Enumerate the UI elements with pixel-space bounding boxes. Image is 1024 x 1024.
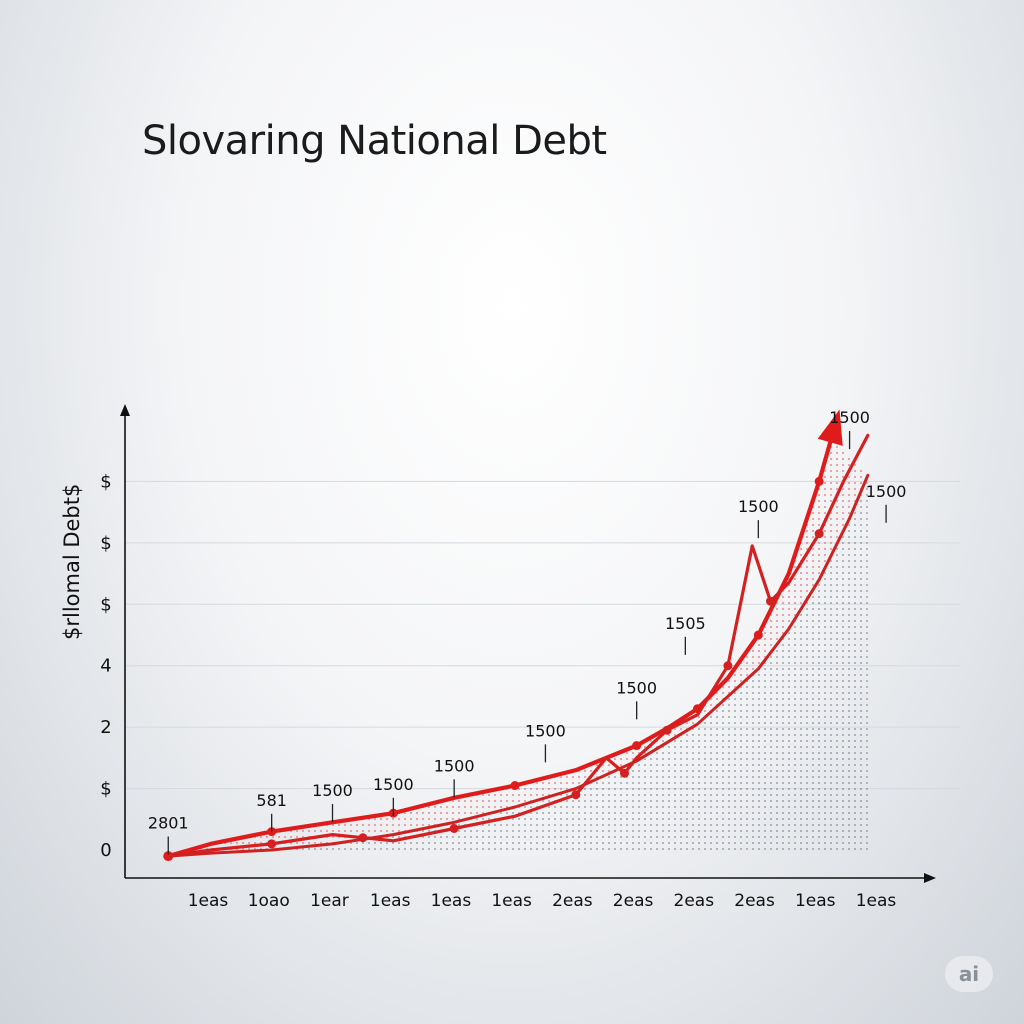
chart-title: Slovaring National Debt [142, 118, 607, 164]
ai-badge: ai [945, 956, 993, 992]
y-tick-label: $ [100, 594, 111, 615]
y-tick-label: $ [100, 533, 111, 554]
data-label: 1500 [616, 678, 657, 697]
x-tick-label: 2eas [734, 891, 775, 911]
x-tick-label: 1eas [491, 891, 532, 911]
data-point [571, 790, 581, 800]
x-tick-label: 1eas [795, 891, 836, 911]
x-tick-label: 1eas [188, 891, 229, 911]
area-dots-grey [168, 475, 868, 857]
series-line [166, 473, 870, 858]
data-label: 1500 [738, 497, 779, 516]
x-tick-label: 1eas [856, 891, 897, 911]
x-tick-label: 1eas [431, 891, 472, 911]
data-label: 1500 [434, 756, 475, 775]
data-point [753, 630, 763, 640]
data-point [814, 529, 824, 539]
data-point [620, 768, 629, 778]
y-tick-label: 2 [100, 717, 111, 738]
data-label: 2801 [148, 814, 189, 833]
x-tick-label: 2eas [552, 891, 593, 911]
x-tick-label: 1oao [248, 891, 290, 911]
data-point [662, 725, 672, 735]
data-label: 1500 [525, 721, 566, 740]
data-point [510, 781, 520, 790]
y-tick-label: $ [100, 779, 111, 800]
data-point [723, 661, 733, 671]
data-point [632, 741, 642, 751]
data-label: 1500 [373, 775, 414, 794]
data-point [766, 596, 775, 606]
data-label: 1500 [312, 781, 353, 800]
x-tick-label: 1ear [310, 891, 349, 911]
x-tick-label: 2eas [674, 891, 715, 911]
data-label: 1500 [829, 408, 870, 427]
data-label: 1500 [866, 482, 907, 501]
y-tick-label: $ [100, 471, 111, 492]
x-tick-label: 2eas [613, 891, 654, 911]
start-point [163, 851, 174, 862]
x-axis-arrow-icon [924, 873, 936, 883]
data-point [814, 476, 824, 486]
data-point [449, 824, 459, 833]
data-point [267, 839, 277, 849]
data-label: 1505 [665, 614, 706, 633]
y-axis-arrow-icon [120, 404, 130, 416]
y-tick-label: 0 [100, 840, 111, 861]
data-label: 581 [256, 791, 287, 810]
y-tick-label: 4 [100, 656, 111, 677]
x-tick-label: 1eas [370, 891, 411, 911]
trend-arrow-icon [817, 409, 843, 446]
